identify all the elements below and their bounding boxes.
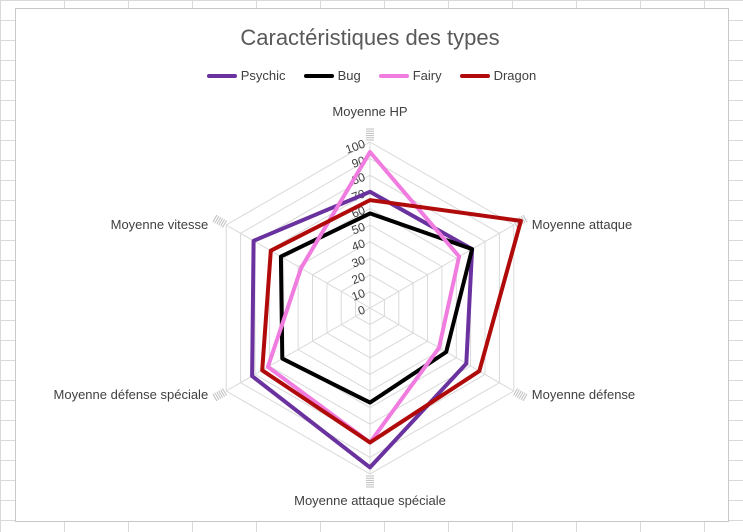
axis-label-moyenne-hp: Moyenne HP: [332, 104, 407, 119]
axis-tick-mark: [222, 388, 227, 396]
grid-spoke-moyenne-attaque: [369, 224, 515, 309]
tick-label-20: 20: [350, 269, 368, 287]
axis-tick-mark: [212, 214, 218, 223]
legend-label-psychic: Psychic: [240, 68, 286, 83]
grid-spoke-moyenne-defense: [369, 307, 515, 392]
axis-tick-mark: [222, 220, 227, 228]
legend-item-dragon: Dragon: [459, 68, 537, 83]
tick-label-50: 50: [350, 220, 368, 238]
axis-tick-mark: [520, 215, 526, 224]
axis-labels: Moyenne HP Moyenne attaque Moyenne défense…: [54, 104, 636, 508]
axis-label-moyenne-attaque: Moyenne attaque: [532, 217, 632, 232]
legend-label-fairy: Fairy: [412, 68, 442, 83]
series-lines: [250, 150, 523, 470]
axis-label-moyenne-defense-speciale: Moyenne défense spéciale: [54, 387, 209, 402]
axis-tick-mark: [522, 393, 528, 402]
axis-tick-mark: [218, 390, 224, 398]
series-line-bug: [278, 211, 475, 405]
tick-label-100: 100: [343, 137, 367, 157]
legend-label-dragon: Dragon: [493, 68, 537, 83]
legend-item-bug: Bug: [303, 68, 361, 83]
axis-tick-mark: [520, 392, 526, 401]
axis-tick-mark: [216, 391, 222, 400]
legend-swatch-fairy: [378, 73, 409, 78]
grid-spoke-moyenne-defense-speciale: [225, 307, 371, 392]
tick-label-40: 40: [350, 236, 368, 254]
series-line-dragon: [260, 198, 523, 445]
legend-swatch-bug: [303, 73, 334, 78]
legend: Psychic Bug Fairy Dragon: [0, 68, 743, 83]
legend-item-psychic: Psychic: [206, 68, 286, 83]
axis-tick-mark: [514, 389, 520, 397]
axis-tick-mark: [516, 390, 522, 398]
axis-label-moyenne-defense: Moyenne défense: [532, 387, 635, 402]
axis-label-moyenne-vitesse: Moyenne vitesse: [111, 217, 209, 232]
tick-label-0: 0: [356, 303, 367, 319]
legend-item-fairy: Fairy: [378, 68, 442, 83]
axis-tick-mark: [214, 215, 220, 224]
legend-swatch-dragon: [459, 73, 490, 78]
legend-label-bug: Bug: [337, 68, 361, 83]
tick-label-30: 30: [350, 253, 368, 271]
axis-tick-mark: [218, 218, 224, 226]
axis-tick-mark: [212, 393, 218, 402]
axis-tick-mark: [513, 388, 518, 396]
axis-tick-mark: [518, 391, 524, 400]
axis-tick-mark: [220, 219, 226, 227]
legend-swatch-psychic: [206, 73, 237, 78]
axis-label-moyenne-attaque-speciale: Moyenne attaque spéciale: [294, 493, 446, 508]
chart-title: Caractéristiques des types: [240, 25, 499, 50]
axis-tick-mark: [216, 216, 222, 225]
chart-area: [15, 8, 729, 522]
tick-label-80: 80: [350, 170, 368, 188]
grid-spoke-moyenne-vitesse: [225, 224, 371, 309]
radar-grid: [212, 128, 528, 488]
axis-tick-mark: [214, 392, 220, 401]
axis-tick-mark: [220, 389, 226, 397]
tick-label-10: 10: [350, 286, 368, 304]
axis-tick-mark: [522, 214, 528, 223]
